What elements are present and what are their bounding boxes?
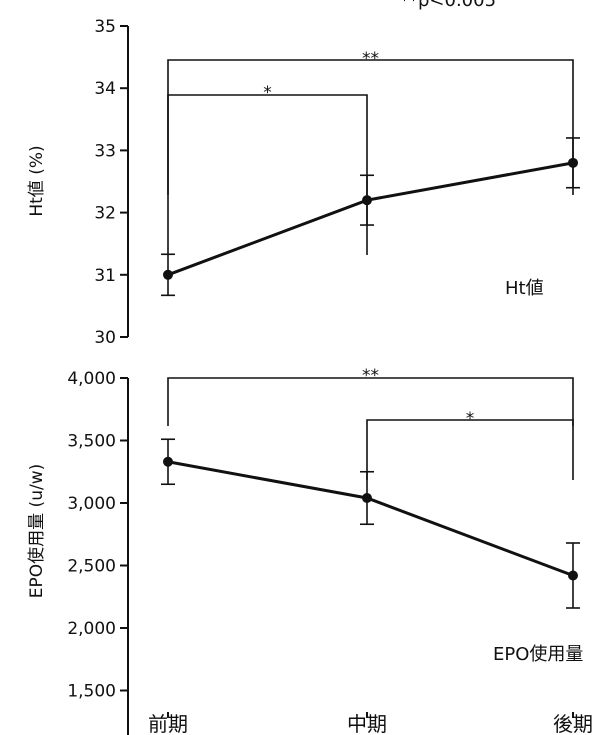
x-category-label: 後期	[553, 712, 593, 735]
significance-bracket	[167, 94, 368, 255]
y-tick-label: 2,000	[67, 619, 116, 639]
y-tick-label: 32	[94, 204, 116, 224]
data-point	[163, 269, 173, 280]
y-tick-label: 35	[94, 17, 116, 37]
panel-annotation: EPO使用量	[493, 644, 583, 665]
y-tick-label: 31	[94, 266, 116, 286]
data-point	[362, 493, 372, 503]
data-point	[163, 456, 173, 467]
significance-note: **p<0.005	[400, 0, 496, 11]
x-category-labels: 前期 中期 後期	[148, 712, 593, 735]
significance-label: *	[466, 409, 475, 429]
epo-panel: 1,500 2,000 2,500 3,000 3,500 4,000 EPO使用量 (u/…	[26, 366, 583, 735]
y-axis-label: Ht値 (%)	[27, 145, 47, 216]
y-tick-label: 3,000	[67, 494, 116, 514]
data-point	[362, 195, 372, 206]
data-point	[568, 157, 578, 168]
panel-annotation: Ht値	[505, 278, 544, 299]
y-tick-label: 34	[94, 79, 116, 99]
x-category-label: 中期	[347, 712, 387, 735]
significance-bracket	[167, 59, 574, 195]
significance-label: **	[362, 366, 379, 386]
significance-bracket	[366, 419, 574, 480]
data-point	[568, 570, 578, 581]
y-tick-label: 2,500	[67, 557, 116, 577]
y-tick-label: 4,000	[67, 369, 116, 389]
y-tick-label: 30	[94, 328, 116, 348]
series-line	[167, 460, 574, 577]
significance-label: **	[362, 49, 379, 69]
y-axis-label: EPO使用量 (u/w)	[26, 464, 47, 598]
series-line	[167, 161, 574, 277]
y-tick-label: 1,500	[67, 682, 116, 702]
significance-label: *	[263, 83, 272, 103]
x-category-label: 前期	[148, 712, 188, 735]
significance-bracket	[167, 377, 574, 426]
y-tick-label: 33	[94, 141, 116, 161]
y-tick-label: 3,500	[67, 432, 116, 452]
